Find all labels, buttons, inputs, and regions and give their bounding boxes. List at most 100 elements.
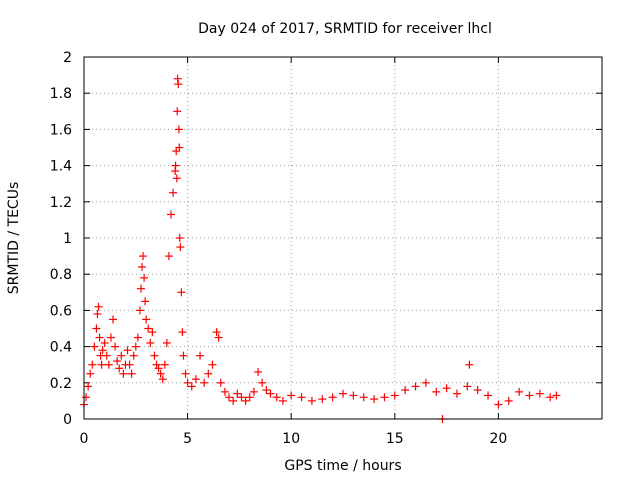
data-point <box>133 333 142 342</box>
data-point <box>135 306 144 315</box>
y-tick-label: 1.6 <box>50 122 72 138</box>
data-point <box>158 375 167 384</box>
data-point <box>172 174 181 183</box>
data-point <box>181 369 190 378</box>
data-point <box>125 360 134 369</box>
data-point <box>175 143 184 152</box>
data-point <box>82 393 91 402</box>
y-tick-label: 1 <box>63 231 72 247</box>
data-point <box>140 273 149 282</box>
data-point <box>102 351 111 360</box>
data-point <box>148 328 157 337</box>
x-tick-label: 15 <box>386 431 404 447</box>
data-point <box>141 297 150 306</box>
data-point <box>104 360 113 369</box>
data-points <box>80 74 561 423</box>
data-point <box>349 391 358 400</box>
plot-frame <box>83 56 603 420</box>
data-point <box>249 387 258 396</box>
data-point <box>86 369 95 378</box>
data-point <box>515 387 524 396</box>
y-tick-label: 0.2 <box>50 376 72 392</box>
data-point <box>164 252 173 261</box>
data-point <box>214 333 223 342</box>
data-point <box>442 384 451 393</box>
data-point <box>463 382 472 391</box>
data-point <box>97 360 106 369</box>
data-point <box>266 389 275 398</box>
data-point <box>123 346 132 355</box>
data-point <box>173 107 182 116</box>
data-point <box>171 161 180 170</box>
data-point <box>220 387 229 396</box>
data-point <box>258 378 267 387</box>
data-point <box>272 393 281 402</box>
y-tick-label: 0.4 <box>50 340 72 356</box>
data-point <box>176 243 185 252</box>
data-point <box>167 210 176 219</box>
data-point <box>142 315 151 324</box>
data-point <box>90 342 99 351</box>
data-point <box>287 391 296 400</box>
data-point <box>465 360 474 369</box>
data-point <box>169 188 178 197</box>
data-point <box>106 333 115 342</box>
data-point <box>546 393 555 402</box>
data-point <box>84 382 93 391</box>
data-point <box>262 386 271 395</box>
data-point <box>175 234 184 242</box>
data-point <box>212 328 221 337</box>
y-tick-label: 0.6 <box>50 303 72 319</box>
data-point <box>237 393 246 402</box>
data-point <box>241 396 250 405</box>
data-point <box>162 338 171 347</box>
data-point <box>432 387 441 396</box>
data-point <box>318 395 327 404</box>
data-point <box>111 342 120 351</box>
data-point <box>129 351 138 360</box>
data-point <box>278 396 287 405</box>
data-point <box>380 393 389 402</box>
y-tick-label: 1.8 <box>50 86 72 102</box>
data-point <box>229 396 238 405</box>
grid-lines <box>84 57 602 419</box>
data-point <box>390 391 399 400</box>
data-point <box>208 360 217 369</box>
data-point <box>339 389 347 398</box>
data-point <box>115 364 124 373</box>
data-point <box>117 351 126 360</box>
data-point <box>473 386 482 395</box>
data-point <box>552 391 561 400</box>
data-point <box>131 342 140 351</box>
data-point <box>535 389 544 398</box>
data-point <box>411 382 420 391</box>
data-point <box>119 369 128 378</box>
data-point <box>359 393 368 402</box>
data-point <box>94 302 103 311</box>
data-point <box>307 396 316 405</box>
data-point <box>504 396 513 405</box>
data-point <box>174 125 183 134</box>
data-point <box>160 360 169 369</box>
data-point <box>139 252 148 261</box>
data-point <box>401 386 410 395</box>
data-point <box>109 315 118 324</box>
data-point <box>183 378 192 387</box>
data-point <box>98 346 107 355</box>
data-point <box>191 375 200 384</box>
data-point <box>144 324 153 333</box>
data-point <box>421 378 430 387</box>
x-axis-label: GPS time / hours <box>284 458 401 474</box>
data-point <box>154 364 163 373</box>
data-point <box>127 369 136 378</box>
y-tick-label: 0 <box>63 412 72 428</box>
data-point <box>152 360 161 369</box>
data-point <box>95 333 104 342</box>
data-point <box>174 80 183 89</box>
data-point <box>328 393 337 402</box>
data-point <box>150 351 159 360</box>
data-point <box>196 351 205 360</box>
data-point <box>136 284 145 293</box>
